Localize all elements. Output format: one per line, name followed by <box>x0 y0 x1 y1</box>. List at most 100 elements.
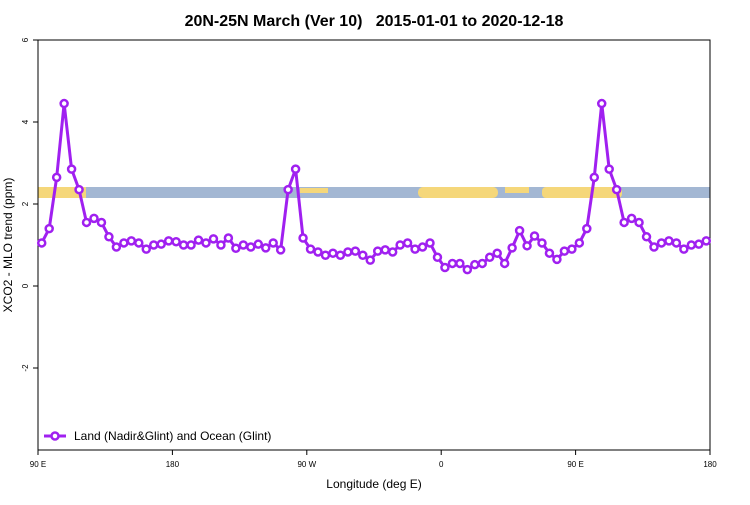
data-point <box>141 244 152 254</box>
data-point <box>514 225 525 236</box>
data-point <box>171 236 181 247</box>
legend-label: Land (Nadir&Glint) and Ocean (Glint) <box>74 429 271 443</box>
data-point <box>686 240 697 250</box>
x-tick-label: 180 <box>166 460 180 469</box>
data-point <box>350 246 361 256</box>
data-point <box>246 242 256 252</box>
data-point <box>298 233 308 243</box>
data-point <box>455 258 465 269</box>
data-point <box>567 244 577 254</box>
data-point <box>148 240 159 250</box>
data-point <box>126 236 137 246</box>
data-point <box>410 244 420 254</box>
data-point <box>335 250 346 260</box>
data-point <box>223 233 234 243</box>
y-tick-label: -2 <box>21 364 30 372</box>
data-point <box>522 241 532 251</box>
data-point <box>44 223 54 234</box>
data-point <box>238 240 249 250</box>
land-patch <box>505 187 529 193</box>
data-point <box>582 223 592 234</box>
data-point <box>119 238 129 248</box>
y-tick-label: 2 <box>21 201 30 206</box>
data-point <box>611 184 622 195</box>
data-point <box>671 238 682 248</box>
data-point <box>462 264 473 275</box>
data-point <box>470 259 480 270</box>
data-point <box>358 250 368 260</box>
x-tick-label: 90 E <box>30 460 46 469</box>
map-strip <box>38 187 710 198</box>
data-point <box>268 238 278 248</box>
data-point <box>477 258 488 269</box>
x-axis-label: Longitude (deg E) <box>326 477 421 491</box>
data-point <box>589 172 600 183</box>
data-point <box>417 242 428 252</box>
data-point <box>275 245 286 255</box>
data-point <box>507 243 517 253</box>
x-tick-label: 90 E <box>567 460 583 469</box>
y-tick-label: 0 <box>21 283 30 288</box>
data-point <box>305 244 316 254</box>
data-point <box>425 238 435 248</box>
x-tick-label: 90 W <box>297 460 316 469</box>
data-point <box>134 238 144 248</box>
chart-title: 20N-25N March (Ver 10) 2015-01-01 to 202… <box>185 13 564 30</box>
land-patch <box>300 188 328 193</box>
data-point <box>163 236 174 246</box>
legend-marker <box>50 431 60 441</box>
data-point <box>380 245 390 255</box>
data-point <box>365 255 376 265</box>
data-point <box>89 213 99 224</box>
data-point <box>634 217 644 228</box>
data-point <box>596 98 607 109</box>
data-point <box>559 246 570 256</box>
data-point <box>193 235 204 245</box>
data-point <box>499 258 510 269</box>
data-point <box>402 238 413 248</box>
land-patch <box>418 187 498 198</box>
data-point <box>537 238 547 248</box>
data-point <box>290 164 301 174</box>
data-point <box>201 238 211 248</box>
data-point <box>208 234 219 244</box>
land-patch <box>542 187 622 198</box>
data-point <box>664 236 674 246</box>
data-point <box>432 252 443 263</box>
data-point <box>447 258 458 269</box>
data-point <box>66 164 77 174</box>
y-axis-label: XCO2 - MLO trend (ppm) <box>1 178 15 313</box>
data-point <box>626 213 637 224</box>
data-point <box>96 217 107 228</box>
data-point <box>36 238 47 248</box>
data-point <box>253 239 264 249</box>
data-point <box>104 232 114 242</box>
data-point <box>156 239 166 249</box>
x-tick-label: 180 <box>703 460 717 469</box>
land-patch <box>38 187 86 198</box>
data-point <box>701 236 712 246</box>
data-point <box>574 238 585 248</box>
data-point <box>529 231 540 241</box>
data-point <box>51 172 62 183</box>
data-point <box>492 248 502 258</box>
data-point <box>641 232 652 242</box>
data-point <box>619 217 629 228</box>
ocean-strip <box>38 187 710 198</box>
data-point <box>372 246 383 256</box>
data-point <box>59 98 69 109</box>
data-point <box>283 184 293 195</box>
y-tick-label: 4 <box>21 119 30 124</box>
data-point <box>81 217 92 228</box>
data-point <box>260 243 271 253</box>
data-point <box>216 240 226 250</box>
data-point <box>74 184 84 195</box>
data-point <box>178 240 189 250</box>
data-point <box>111 242 122 252</box>
data-point <box>231 243 241 254</box>
data-point <box>649 242 659 252</box>
data-point <box>604 164 614 174</box>
data-point <box>320 250 331 260</box>
data-point <box>484 252 495 263</box>
